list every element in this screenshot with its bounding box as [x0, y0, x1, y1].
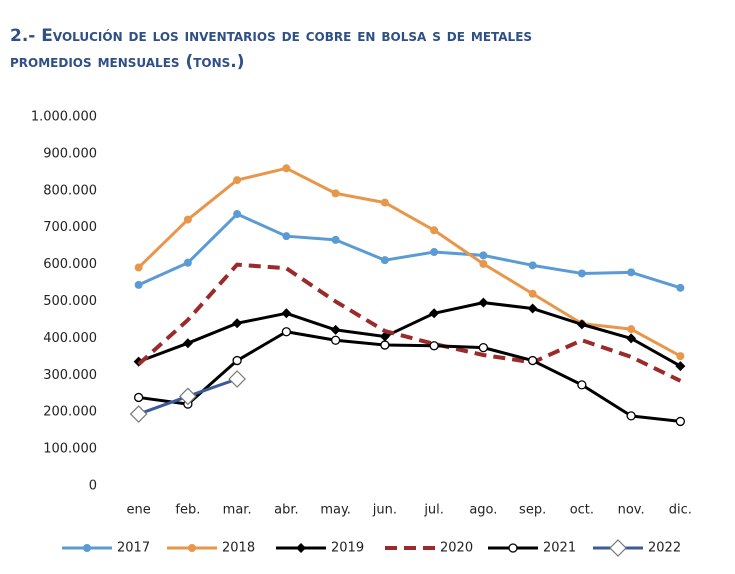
- y-tick-label: 100.000: [43, 442, 97, 457]
- x-tick-label: ago.: [469, 503, 497, 518]
- series-line: [138, 330, 681, 423]
- marker: [429, 341, 439, 351]
- legend-label: 2019: [331, 541, 364, 556]
- chart-subtitle: promedios mensuales (tons.): [10, 52, 245, 72]
- marker: [676, 283, 685, 292]
- marker: [133, 392, 144, 403]
- marker: [179, 387, 197, 406]
- x-tick-label: sep.: [519, 503, 546, 518]
- marker: [609, 539, 627, 557]
- y-tick-label: 200.000: [43, 405, 97, 420]
- marker: [232, 318, 243, 329]
- marker: [380, 198, 389, 207]
- y-tick-label: 1.000.000: [31, 110, 97, 125]
- marker: [430, 226, 439, 235]
- marker: [627, 325, 636, 334]
- y-tick-label: 300.000: [43, 368, 97, 383]
- marker: [577, 380, 587, 390]
- marker: [627, 268, 636, 277]
- marker: [232, 355, 242, 366]
- marker: [296, 543, 306, 553]
- chart-title: 2.- Evolución de los inventarios de cobr…: [10, 26, 532, 46]
- legend-label: 2018: [222, 541, 255, 556]
- marker: [331, 189, 340, 198]
- y-tick-label: 900.000: [43, 146, 97, 161]
- marker: [675, 416, 686, 427]
- x-tick-label: may.: [320, 503, 351, 518]
- marker: [379, 331, 390, 342]
- x-tick-label: dic.: [669, 503, 692, 518]
- legend-label: 2020: [440, 541, 473, 556]
- marker: [182, 338, 193, 349]
- marker: [83, 544, 91, 552]
- y-tick-label: 0: [89, 479, 97, 494]
- marker: [129, 405, 148, 423]
- legend-label: 2022: [648, 541, 681, 556]
- marker: [478, 342, 489, 353]
- x-tick-label: jun.: [372, 503, 397, 518]
- marker: [626, 333, 637, 344]
- series-line: [138, 212, 681, 290]
- marker: [282, 232, 291, 241]
- marker: [528, 261, 537, 270]
- marker: [188, 544, 196, 552]
- marker: [281, 327, 292, 337]
- marker: [228, 370, 246, 388]
- marker: [380, 340, 390, 350]
- marker: [528, 289, 537, 298]
- marker: [183, 258, 192, 267]
- marker: [508, 543, 518, 553]
- x-tick-label: ene: [127, 503, 151, 518]
- marker: [675, 361, 686, 372]
- legend-label: 2021: [543, 541, 576, 556]
- x-tick-label: oct.: [570, 503, 594, 518]
- marker: [479, 259, 488, 268]
- marker: [134, 280, 143, 289]
- marker: [282, 164, 291, 173]
- y-tick-label: 500.000: [43, 294, 97, 309]
- marker: [281, 308, 292, 319]
- marker: [576, 319, 587, 330]
- series-line: [137, 262, 682, 383]
- marker: [233, 210, 242, 219]
- marker: [233, 176, 242, 185]
- y-tick-label: 700.000: [43, 220, 97, 235]
- x-tick-label: abr.: [274, 503, 299, 518]
- marker: [577, 269, 586, 278]
- x-tick-label: feb.: [175, 503, 200, 518]
- marker: [478, 297, 489, 308]
- x-tick-label: nov.: [618, 503, 645, 518]
- series-line: [137, 166, 682, 358]
- marker: [331, 235, 340, 244]
- y-tick-label: 400.000: [43, 331, 97, 346]
- marker: [183, 215, 192, 224]
- marker: [429, 308, 440, 319]
- marker: [676, 352, 685, 361]
- x-tick-label: mar.: [223, 503, 252, 518]
- marker: [527, 303, 538, 314]
- marker: [330, 335, 341, 345]
- marker: [527, 355, 538, 366]
- marker: [380, 256, 389, 265]
- marker: [430, 248, 439, 257]
- marker: [330, 324, 341, 335]
- marker: [479, 251, 488, 260]
- marker: [626, 411, 636, 421]
- y-tick-label: 600.000: [43, 257, 97, 272]
- legend-label: 2017: [117, 541, 150, 556]
- marker: [134, 263, 143, 272]
- series-line: [138, 301, 682, 368]
- y-tick-label: 800.000: [43, 183, 97, 198]
- x-tick-label: jul.: [423, 503, 444, 518]
